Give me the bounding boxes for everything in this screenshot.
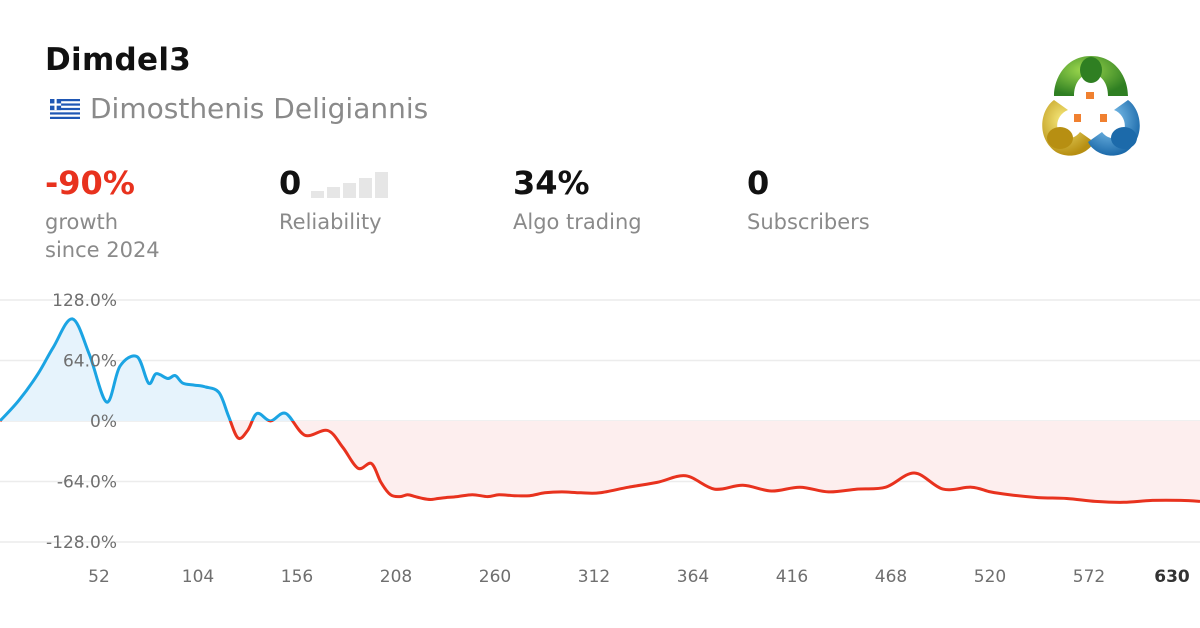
y-tick-label: 64.0% (63, 352, 117, 372)
stat-growth: -90% growth since 2024 (45, 166, 160, 264)
greece-flag-icon (50, 98, 80, 119)
x-tick-label: 312 (578, 567, 610, 587)
negative-line (0, 421, 1200, 504)
growth-label-line1: growth (45, 210, 119, 234)
x-tick-label: 520 (974, 567, 1006, 587)
reliability-bar (343, 183, 357, 198)
stat-subscribers: 0 Subscribers (747, 166, 870, 236)
reliability-label: Reliability (279, 210, 382, 234)
x-axis-ticks: 52 104 156 208 260 312 364 416 468 520 572 630 (88, 567, 1190, 587)
x-tick-label: 572 (1073, 567, 1105, 587)
metatrader-logo-icon (1042, 56, 1140, 156)
author-name[interactable]: Dimosthenis Deligiannis (90, 92, 429, 125)
x-tick-label: 104 (182, 567, 214, 587)
algo-value: 34% (513, 164, 590, 202)
growth-label: growth since 2024 (45, 208, 160, 264)
chart-lines (0, 317, 1200, 504)
algo-label: Algo trading (513, 210, 642, 234)
stat-algo-trading: 34% Algo trading (513, 166, 642, 236)
x-tick-label: 156 (281, 567, 313, 587)
reliability-bar (359, 178, 373, 198)
growth-chart: 128.0% 64.0% 0% -64.0% -128.0% 52 104 156 208 26… (0, 291, 1200, 587)
y-tick-label: 128.0% (52, 291, 117, 311)
y-tick-label: 0% (90, 412, 117, 432)
stat-reliability: 0 Reliability (279, 166, 391, 236)
page-title: Dimdel3 (45, 42, 192, 78)
x-tick-label: 260 (479, 567, 511, 587)
reliability-bar (375, 172, 389, 198)
growth-value: -90% (45, 164, 135, 202)
positive-area (0, 318, 1200, 421)
x-tick-label: 364 (677, 567, 709, 587)
subscribers-label: Subscribers (747, 210, 870, 234)
growth-label-line2: since 2024 (45, 238, 160, 262)
y-tick-label: -64.0% (57, 473, 117, 493)
reliability-bar (311, 191, 325, 198)
subscribers-value: 0 (747, 164, 770, 202)
reliability-value: 0 (279, 164, 302, 202)
x-tick-label: 630 (1154, 567, 1190, 587)
positive-line (0, 317, 295, 421)
x-tick-label: 52 (88, 567, 110, 587)
x-tick-label: 208 (380, 567, 412, 587)
chart-fills (0, 318, 1200, 503)
x-tick-label: 416 (776, 567, 808, 587)
y-tick-label: -128.0% (46, 533, 117, 553)
author-row: Dimosthenis Deligiannis (50, 92, 428, 125)
reliability-row: 0 (279, 166, 391, 200)
x-tick-label: 468 (875, 567, 907, 587)
reliability-bars (311, 172, 391, 200)
reliability-bar (327, 187, 341, 198)
negative-area (0, 421, 1200, 503)
y-axis-ticks: 128.0% 64.0% 0% -64.0% -128.0% (46, 291, 117, 553)
